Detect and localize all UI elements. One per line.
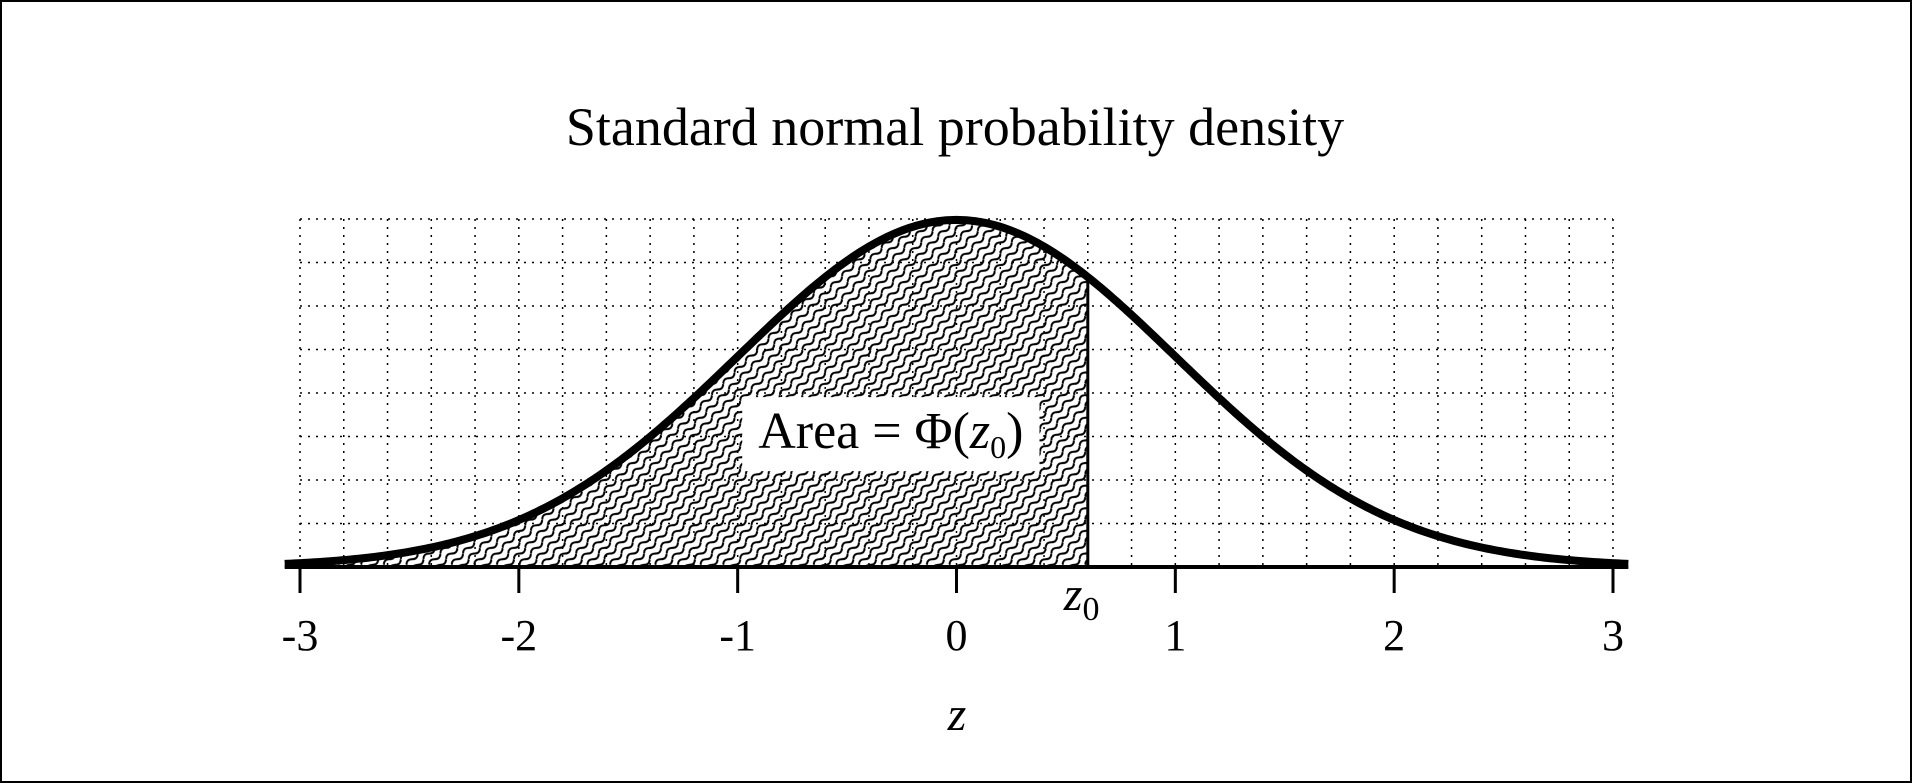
x-tick-label: -3 [282,611,319,660]
chart-title: Standard normal probability density [566,97,1344,157]
x-axis-label: z [947,688,967,741]
x-axis-ticks: -3 -2 -1 0 1 2 3 [282,567,1624,660]
z0-label-main: z [1063,568,1083,621]
x-tick-label: -1 [719,611,756,660]
annotation-suffix: ) [1006,403,1023,460]
annotation-box [742,397,1040,472]
annotation-label: Area = Φ(z0) [758,403,1023,465]
annotation-var: z [969,403,990,460]
area-annotation: Area = Φ(z0) [742,397,1040,472]
x-tick-label: 1 [1164,611,1186,660]
x-tick-label: -2 [501,611,538,660]
x-tick-label: 2 [1383,611,1405,660]
z0-marker-label: z0 [1063,568,1100,628]
density-curve [284,215,1629,568]
annotation-sub: 0 [990,429,1006,465]
annotation-prefix: Area = Φ( [758,403,970,460]
x-tick-label: 3 [1602,611,1624,660]
z0-label-sub: 0 [1082,591,1099,628]
shaded-area [300,219,1088,568]
x-tick-label: 0 [946,611,968,660]
